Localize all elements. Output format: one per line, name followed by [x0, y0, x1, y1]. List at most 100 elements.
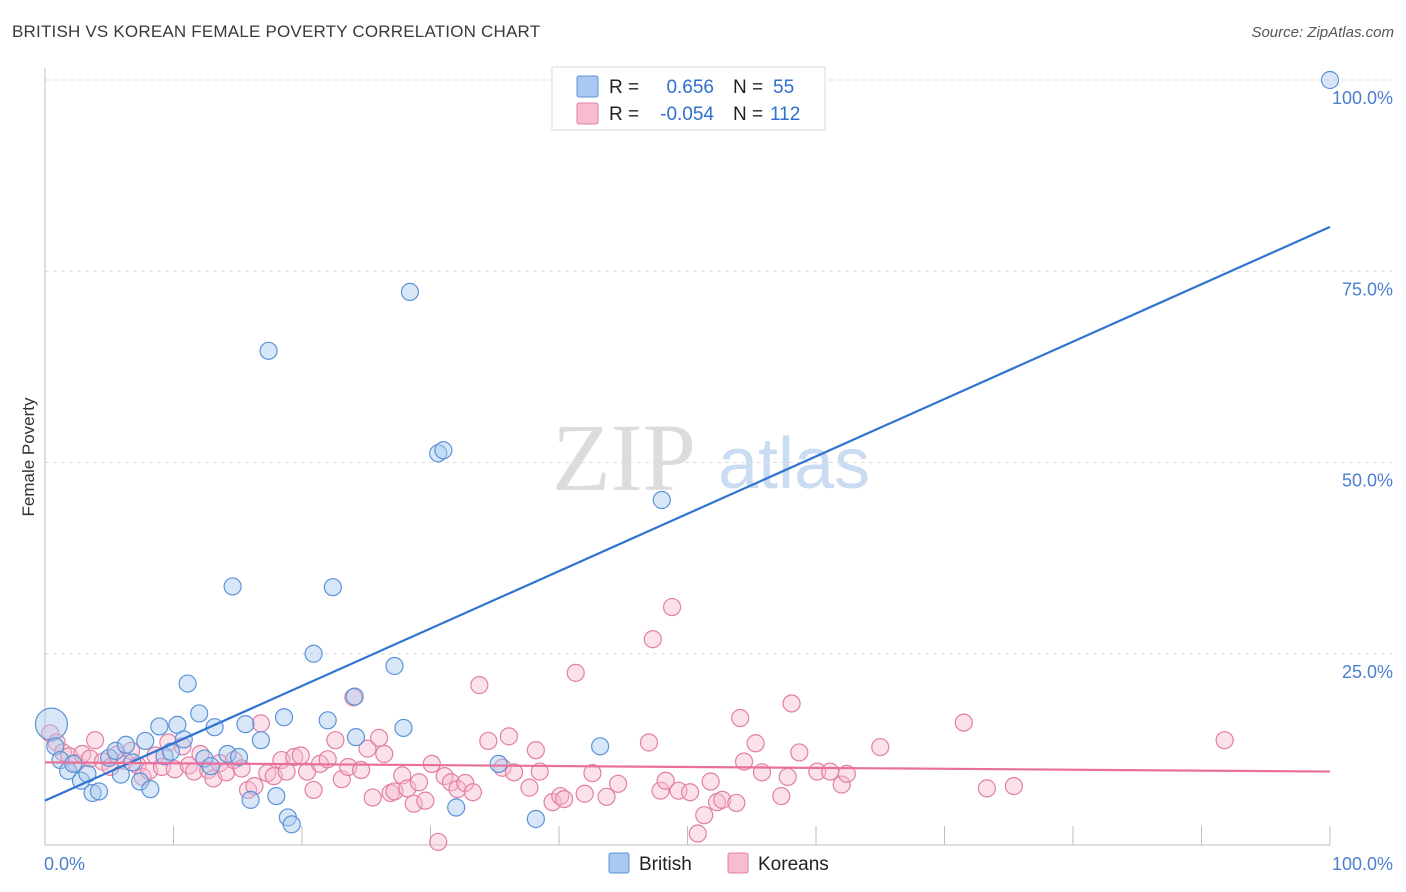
legend-swatch-british — [576, 75, 599, 98]
korean-point — [782, 694, 801, 713]
legend-r-value-british: 0.656 — [666, 77, 714, 98]
korean-point — [504, 763, 524, 782]
korean-point — [669, 781, 688, 800]
korean-point — [441, 773, 461, 792]
british-point — [345, 687, 364, 706]
series-legend-swatch-british — [608, 852, 630, 874]
series-legend: British Koreans — [608, 852, 829, 875]
korean-point — [832, 775, 851, 794]
korean-point — [656, 771, 675, 790]
british-point — [346, 728, 366, 747]
british-point — [83, 783, 102, 803]
korean-point — [470, 676, 489, 695]
korean-point — [245, 776, 264, 796]
korean-point — [479, 731, 498, 751]
legend-swatch-koreans — [576, 102, 599, 125]
british-point — [46, 737, 65, 756]
korean-point — [731, 708, 750, 728]
legend-n-value-koreans: 112 — [770, 104, 800, 125]
british-point — [323, 578, 342, 597]
korean-point — [680, 783, 700, 802]
korean-point — [352, 760, 371, 780]
legend-n-label-british: N = — [733, 77, 763, 98]
british-point — [259, 341, 278, 360]
british-point — [223, 577, 242, 596]
british-point — [178, 674, 197, 693]
legend-r-label-koreans: R = — [609, 104, 639, 125]
x-tick-label: 100.0% — [1332, 854, 1393, 874]
x-tick-labels: 0.0% 100.0% — [44, 854, 1393, 874]
watermark-zip: ZIP — [552, 404, 696, 511]
y-tick-label: 75.0% — [1342, 279, 1393, 299]
korean-point — [734, 752, 754, 771]
legend-r-label-british: R = — [609, 77, 639, 98]
korean-point — [871, 737, 890, 757]
british-point — [64, 754, 83, 774]
british-point — [489, 754, 508, 774]
korean-point — [1004, 776, 1023, 796]
british-point — [236, 715, 255, 734]
korean-point — [429, 832, 448, 852]
x-tick-label: 0.0% — [44, 854, 85, 874]
british-point — [229, 747, 249, 767]
legend-n-label-koreans: N = — [733, 104, 763, 125]
y-tick-labels: 25.0% 50.0% 75.0% 100.0% — [1332, 88, 1393, 682]
british-point — [116, 735, 136, 754]
korean-point — [837, 764, 856, 783]
korean-point — [713, 790, 732, 809]
british-point — [652, 490, 671, 510]
y-tick-label: 50.0% — [1342, 471, 1393, 491]
british-point — [282, 815, 301, 834]
british-trend-line — [44, 225, 1331, 802]
korean-point — [422, 754, 441, 774]
korean-point — [520, 778, 539, 797]
korean-point — [165, 760, 184, 779]
british-point — [130, 772, 150, 791]
british-point — [1320, 70, 1340, 90]
british-point — [241, 790, 260, 809]
korean-point — [416, 791, 435, 810]
korean-point — [778, 767, 797, 787]
korean-point — [304, 780, 323, 800]
korean-point — [358, 739, 377, 758]
correlation-legend: R = 0.656 N = 55 R = -0.054 N = 112 — [551, 66, 826, 131]
korean-point — [977, 779, 997, 798]
korean-point — [530, 762, 549, 781]
british-point — [106, 741, 125, 761]
korean-point — [326, 731, 345, 750]
series-legend-label-british: British — [639, 854, 692, 875]
korean-point — [285, 747, 304, 767]
british-point — [429, 444, 448, 463]
korean-point — [662, 597, 682, 617]
british-point — [251, 731, 270, 750]
british-point — [274, 708, 294, 727]
korean-point — [344, 688, 363, 707]
korean-point — [701, 772, 720, 791]
korean-point — [727, 793, 746, 813]
british-point — [190, 704, 209, 723]
korean-point — [746, 734, 765, 753]
british-point — [434, 441, 453, 460]
british-point — [304, 644, 323, 663]
korean-point — [555, 789, 574, 809]
korean-point — [609, 774, 628, 793]
korean-point — [1215, 731, 1234, 750]
british-point — [385, 656, 404, 676]
korean-point — [639, 733, 659, 752]
korean-point — [790, 743, 809, 762]
british-point — [218, 744, 237, 764]
korean-point — [86, 731, 105, 750]
y-tick-label: 100.0% — [1332, 88, 1393, 108]
legend-r-value-koreans: -0.054 — [660, 104, 714, 125]
korean-point — [575, 784, 594, 803]
british-point — [267, 786, 286, 806]
watermark: ZIP atlas — [552, 404, 870, 511]
korean-point — [404, 794, 423, 813]
watermark-atlas: atlas — [718, 424, 870, 504]
korean-point — [583, 763, 602, 783]
british-point — [447, 798, 466, 817]
korean-point — [375, 744, 394, 764]
chart-title: BRITISH VS KOREAN FEMALE POVERTY CORRELA… — [12, 22, 541, 41]
korean-point — [499, 727, 518, 746]
